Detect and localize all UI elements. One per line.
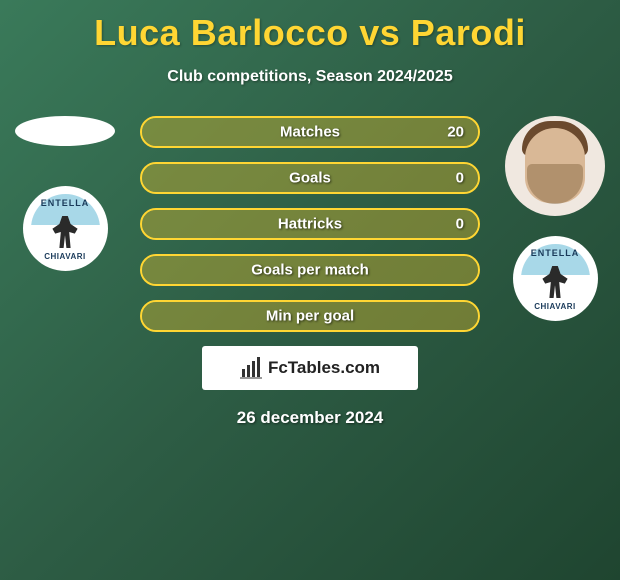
stat-row: Min per goal [140, 300, 480, 332]
stat-label: Min per goal [142, 308, 478, 325]
player-right-club-badge: ENTELLA CHIAVARI [513, 236, 598, 321]
player-left-club-badge: ENTELLA CHIAVARI [23, 186, 108, 271]
player-right-avatar [505, 116, 605, 216]
stat-value-right: 20 [447, 124, 464, 141]
date-text: 26 december 2024 [0, 408, 620, 428]
stat-label: Goals per match [142, 262, 478, 279]
stat-row: Matches 20 [140, 116, 480, 148]
player-right-column: ENTELLA CHIAVARI [500, 116, 610, 321]
page-title: Luca Barlocco vs Parodi [0, 0, 620, 54]
club-badge-name-top: ENTELLA [23, 198, 108, 208]
stats-list: Matches 20 Goals 0 Hattricks 0 Goals per… [140, 116, 480, 332]
stat-row: Hattricks 0 [140, 208, 480, 240]
stat-value-right: 0 [456, 170, 464, 187]
bar-chart-icon [240, 357, 262, 379]
stat-label: Goals [142, 170, 478, 187]
stat-label: Matches [142, 124, 478, 141]
comparison-content: ENTELLA CHIAVARI ENTELLA CHIAVARI Matche… [0, 116, 620, 428]
stat-label: Hattricks [142, 216, 478, 233]
club-badge-name-bottom: CHIAVARI [513, 302, 598, 311]
player-left-column: ENTELLA CHIAVARI [10, 116, 120, 271]
club-badge-name-top: ENTELLA [513, 248, 598, 258]
stat-value-right: 0 [456, 216, 464, 233]
stat-row: Goals 0 [140, 162, 480, 194]
stat-row: Goals per match [140, 254, 480, 286]
branding-text: FcTables.com [268, 358, 380, 378]
branding-card: FcTables.com [202, 346, 418, 390]
club-badge-name-bottom: CHIAVARI [23, 252, 108, 261]
player-left-avatar [15, 116, 115, 146]
subtitle: Club competitions, Season 2024/2025 [0, 68, 620, 86]
